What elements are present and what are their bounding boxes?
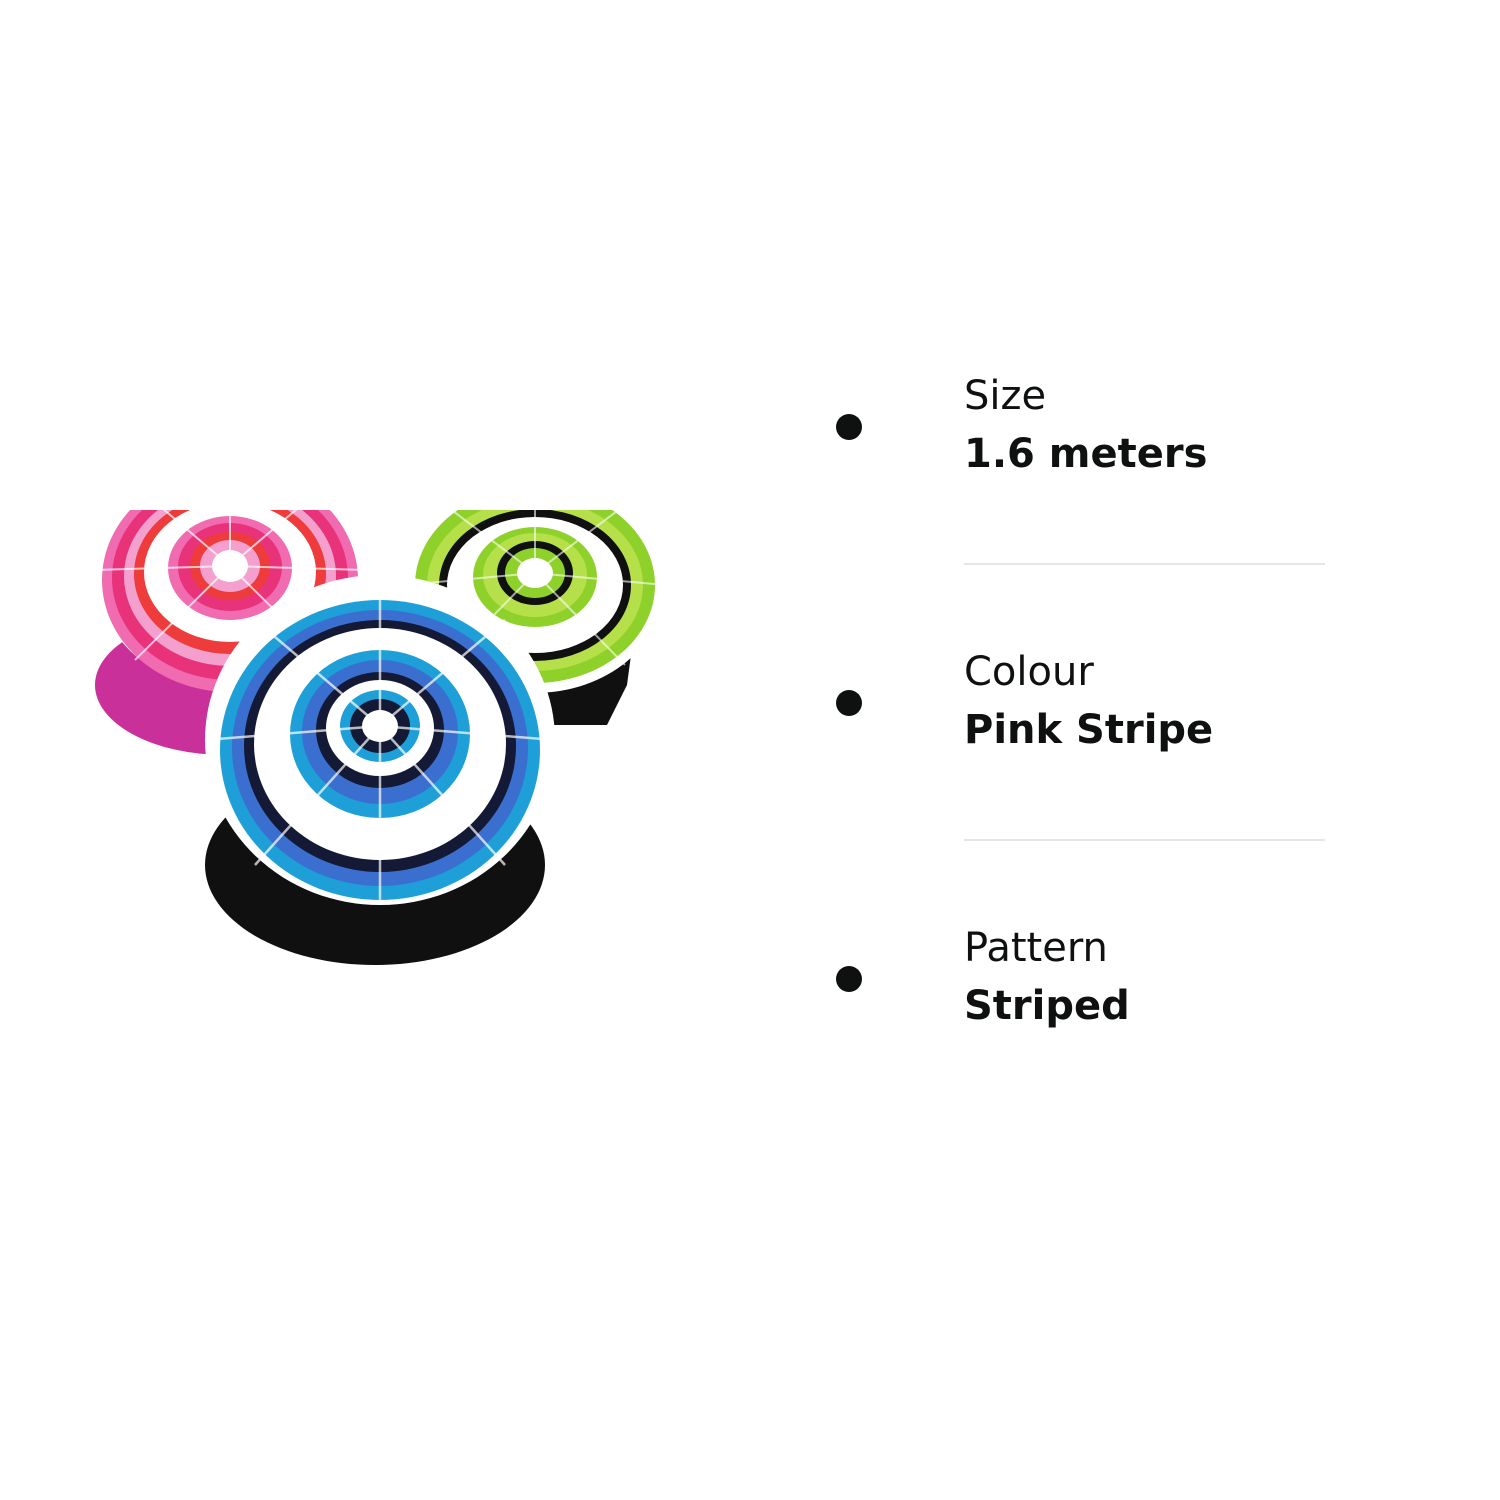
spec-pattern: Pattern Striped (836, 924, 1336, 1044)
bullet-icon (836, 414, 862, 440)
blue-umbrella (204, 575, 556, 965)
striped-umbrellas-icon (94, 510, 666, 965)
product-image (90, 510, 670, 1000)
divider (964, 839, 1325, 841)
spec-label: Pattern (964, 925, 1108, 971)
spec-value: Pink Stripe (964, 707, 1214, 753)
spec-value: 1.6 meters (964, 431, 1208, 477)
bullet-icon (836, 966, 862, 992)
bullet-icon (836, 690, 862, 716)
spec-size: Size 1.6 meters (836, 372, 1336, 492)
spec-value: Striped (964, 983, 1130, 1029)
spec-colour: Colour Pink Stripe (836, 648, 1336, 768)
spec-label: Size (964, 373, 1047, 419)
spec-label: Colour (964, 649, 1094, 695)
divider (964, 563, 1325, 565)
